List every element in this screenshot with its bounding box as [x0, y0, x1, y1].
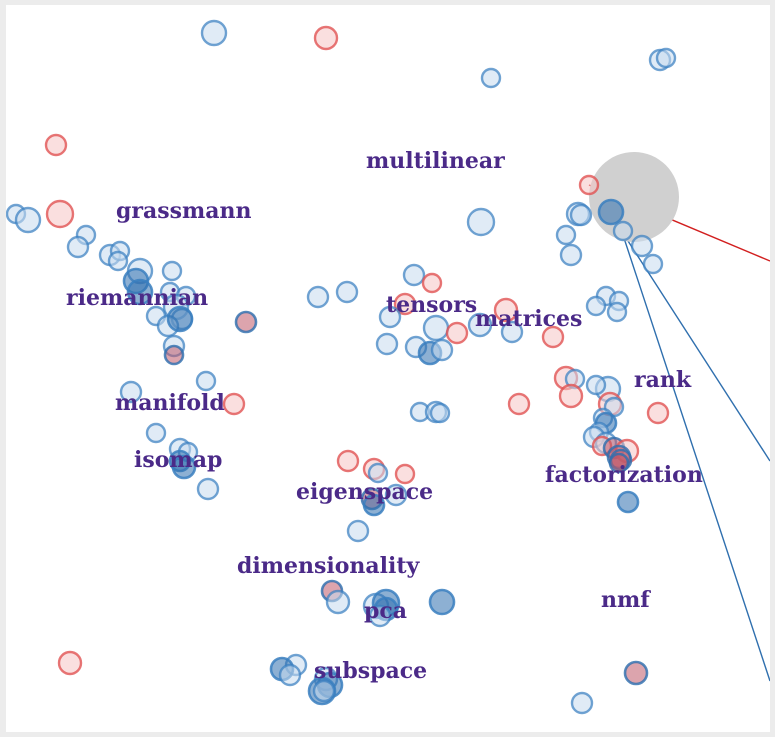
term-label-isomap[interactable]: isomap — [134, 447, 222, 473]
graph-node[interactable] — [126, 278, 154, 306]
graph-node[interactable] — [196, 477, 220, 501]
graph-node[interactable] — [428, 588, 456, 616]
graph-node[interactable] — [394, 463, 416, 485]
term-label-manifold[interactable]: manifold — [115, 390, 225, 416]
graph-node[interactable] — [570, 691, 594, 715]
graph-node[interactable] — [655, 47, 677, 69]
graph-node[interactable] — [642, 253, 664, 275]
graph-node[interactable] — [616, 490, 640, 514]
graph-node[interactable] — [336, 449, 360, 473]
graph-node[interactable] — [306, 285, 330, 309]
graph-node[interactable] — [393, 292, 417, 316]
graph-node[interactable] — [378, 305, 402, 329]
graph-node[interactable] — [608, 452, 630, 474]
term-label-eigenspace[interactable]: eigenspace — [296, 479, 433, 505]
graph-node[interactable] — [161, 260, 183, 282]
graph-node[interactable] — [507, 392, 531, 416]
graph-node[interactable] — [585, 295, 607, 317]
graph-node[interactable] — [325, 589, 351, 615]
graph-node[interactable] — [368, 604, 392, 628]
graph-panel: multilinear grassmann riemannian tensors… — [6, 5, 770, 732]
graph-node[interactable] — [558, 383, 584, 409]
term-label-tensors[interactable]: tensors — [386, 292, 477, 318]
graph-node[interactable] — [430, 338, 454, 362]
graph-node[interactable] — [362, 493, 386, 517]
graph-node[interactable] — [119, 380, 143, 404]
term-label-multilinear[interactable]: multilinear — [366, 148, 505, 174]
graph-node[interactable] — [145, 422, 167, 444]
graph-node[interactable] — [500, 320, 524, 344]
graph-node[interactable] — [623, 660, 649, 686]
term-graph: multilinear grassmann riemannian tensors… — [6, 19, 770, 715]
term-label-riemannian[interactable]: riemannian — [66, 285, 208, 311]
term-label-pca[interactable]: pca — [364, 598, 407, 624]
graph-node[interactable] — [606, 301, 628, 323]
graph-node[interactable] — [480, 67, 502, 89]
term-label-factorization[interactable]: factorization — [545, 462, 703, 488]
graph-node[interactable] — [278, 663, 302, 687]
graph-node[interactable] — [541, 325, 565, 349]
graph-node[interactable] — [195, 370, 217, 392]
graph-node[interactable] — [375, 332, 399, 356]
graph-node[interactable] — [646, 401, 670, 425]
graph-node[interactable] — [335, 280, 359, 304]
graph-node[interactable] — [402, 263, 426, 287]
graph-node[interactable] — [346, 519, 370, 543]
graph-node[interactable] — [384, 483, 408, 507]
labels-layer: multilinear grassmann riemannian tensors… — [66, 148, 703, 684]
graph-node[interactable] — [612, 220, 634, 242]
graph-node[interactable] — [630, 234, 654, 258]
graph-node[interactable] — [312, 679, 336, 703]
graph-node[interactable] — [585, 374, 607, 396]
graph-node[interactable] — [66, 235, 90, 259]
nodes-layer — [6, 19, 679, 715]
graph-node[interactable] — [421, 272, 443, 294]
graph-node[interactable] — [107, 250, 129, 272]
graph-node[interactable] — [569, 203, 593, 227]
term-label-subspace[interactable]: subspace — [314, 658, 427, 684]
graph-node[interactable] — [578, 174, 600, 196]
graph-node[interactable] — [57, 650, 83, 676]
graph-node[interactable] — [493, 297, 519, 323]
graph-node[interactable] — [445, 321, 469, 345]
graph-node[interactable] — [467, 312, 493, 338]
graph-node[interactable] — [163, 344, 185, 366]
graph-node[interactable] — [166, 305, 194, 333]
graph-node[interactable] — [222, 392, 246, 416]
term-label-rank[interactable]: rank — [634, 367, 692, 393]
term-label-grassmann[interactable]: grassmann — [116, 198, 252, 224]
term-label-matrices[interactable]: matrices — [475, 306, 582, 332]
graph-node[interactable] — [14, 206, 42, 234]
graph-node[interactable] — [44, 133, 68, 157]
graph-node[interactable] — [367, 462, 389, 484]
graph-node[interactable] — [171, 454, 197, 480]
graph-node[interactable] — [313, 25, 339, 51]
graph-node[interactable] — [429, 402, 451, 424]
graph-node[interactable] — [597, 198, 625, 226]
graph-node[interactable] — [234, 310, 258, 334]
term-label-dimensionality[interactable]: dimensionality — [237, 553, 421, 579]
graph-node[interactable] — [422, 314, 450, 342]
graph-node[interactable] — [200, 19, 228, 47]
graph-node[interactable] — [466, 207, 496, 237]
graph-node[interactable] — [45, 199, 75, 229]
link-line — [618, 226, 770, 462]
focus-node[interactable] — [589, 152, 679, 242]
term-label-nmf[interactable]: nmf — [601, 587, 651, 613]
graph-node[interactable] — [559, 243, 583, 267]
graph-node[interactable] — [555, 224, 577, 246]
link-line — [621, 231, 770, 682]
